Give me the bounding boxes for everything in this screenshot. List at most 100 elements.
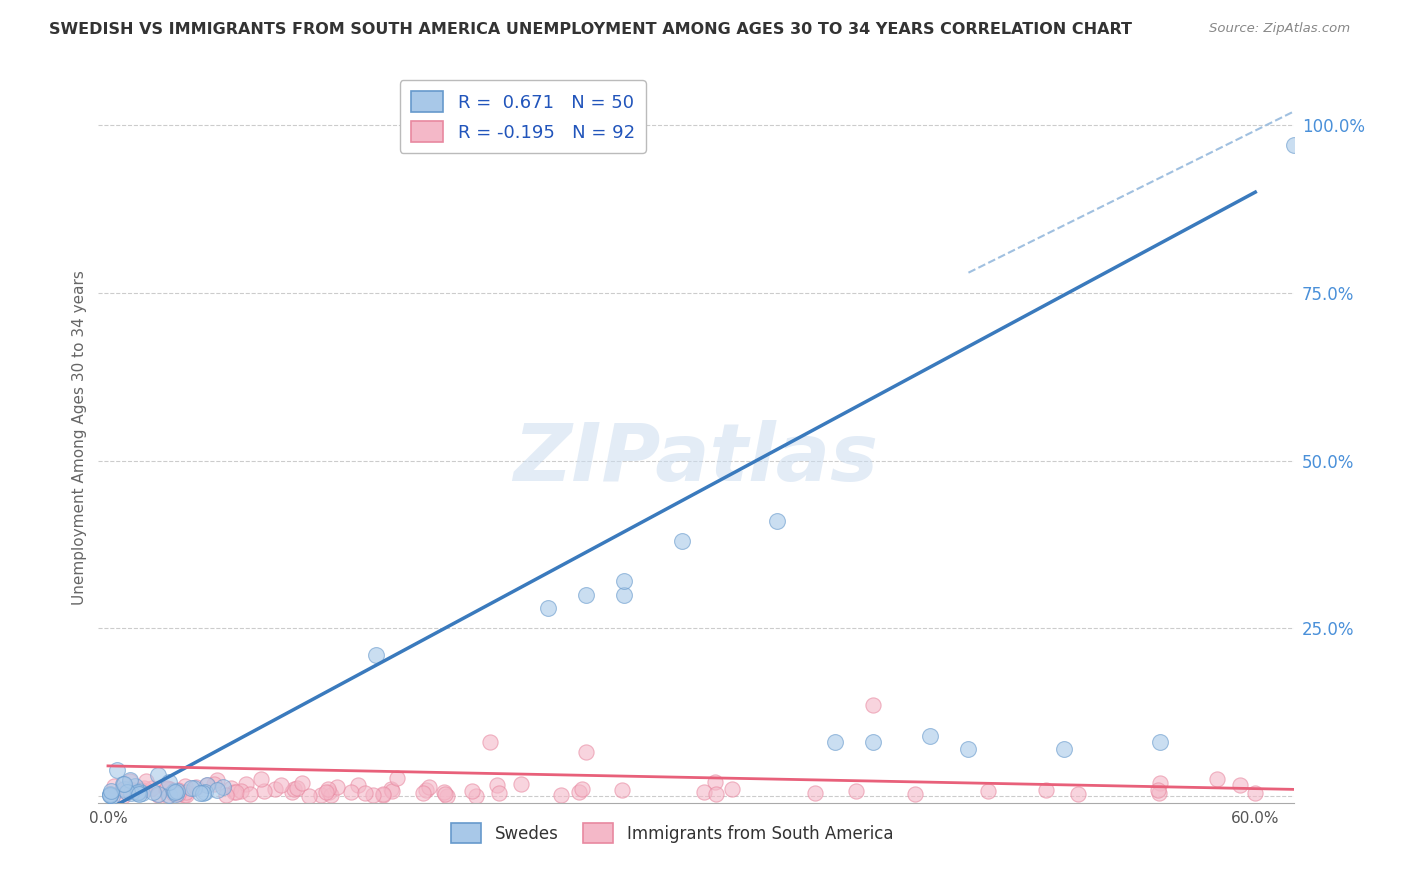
Y-axis label: Unemployment Among Ages 30 to 34 years: Unemployment Among Ages 30 to 34 years — [72, 269, 87, 605]
Point — [1147, 786, 1170, 800]
Point — [1229, 778, 1251, 792]
Point — [212, 780, 235, 795]
Point — [120, 786, 142, 800]
Point — [195, 778, 218, 792]
Point — [148, 789, 170, 803]
Point — [105, 763, 128, 777]
Text: Source: ZipAtlas.com: Source: ZipAtlas.com — [1209, 22, 1350, 36]
Point — [862, 698, 884, 713]
Point — [385, 771, 408, 785]
Point — [219, 780, 242, 795]
Point — [486, 778, 509, 792]
Point — [1147, 783, 1170, 797]
Point — [174, 788, 197, 802]
Point — [920, 729, 942, 743]
Point — [1149, 775, 1171, 789]
Point — [804, 786, 827, 800]
Point — [252, 784, 274, 798]
Text: SWEDISH VS IMMIGRANTS FROM SOUTH AMERICA UNEMPLOYMENT AMONG AGES 30 TO 34 YEARS : SWEDISH VS IMMIGRANTS FROM SOUTH AMERICA… — [49, 22, 1132, 37]
Point — [371, 787, 394, 801]
Point — [433, 787, 456, 801]
Point — [575, 746, 598, 760]
Point — [766, 514, 789, 528]
Point — [157, 789, 180, 803]
Point — [222, 785, 245, 799]
Point — [720, 782, 742, 797]
Point — [167, 782, 190, 797]
Point — [193, 786, 215, 800]
Point — [112, 777, 135, 791]
Point — [824, 735, 846, 749]
Point — [146, 768, 169, 782]
Point — [291, 776, 314, 790]
Point — [845, 784, 868, 798]
Point — [239, 787, 262, 801]
Point — [904, 788, 927, 802]
Point — [364, 648, 387, 662]
Point — [509, 776, 531, 790]
Point — [326, 780, 349, 795]
Point — [1149, 735, 1171, 749]
Point — [263, 781, 285, 796]
Point — [112, 782, 135, 797]
Point — [111, 783, 134, 797]
Point — [112, 777, 135, 791]
Point — [568, 785, 591, 799]
Point — [162, 784, 184, 798]
Point — [571, 781, 593, 796]
Point — [100, 784, 122, 798]
Point — [957, 742, 980, 756]
Point — [124, 779, 146, 793]
Point — [98, 787, 121, 801]
Point — [146, 788, 169, 802]
Point — [321, 788, 343, 802]
Point — [112, 789, 135, 803]
Point — [100, 789, 122, 803]
Point — [157, 775, 180, 789]
Point — [610, 783, 633, 797]
Point — [479, 735, 502, 749]
Point — [225, 785, 247, 799]
Point — [194, 785, 217, 799]
Point — [371, 788, 394, 802]
Point — [347, 778, 370, 792]
Point — [412, 787, 434, 801]
Point — [235, 776, 257, 790]
Point — [613, 588, 636, 602]
Point — [250, 772, 273, 786]
Point — [156, 781, 179, 796]
Point — [380, 783, 402, 797]
Point — [159, 782, 181, 797]
Point — [703, 775, 725, 789]
Point — [1035, 783, 1057, 797]
Point — [537, 601, 560, 615]
Point — [134, 781, 156, 796]
Point — [309, 788, 332, 802]
Point — [704, 787, 727, 801]
Point — [205, 773, 228, 788]
Point — [129, 783, 152, 797]
Point — [205, 783, 228, 797]
Point — [162, 786, 184, 800]
Point — [436, 789, 458, 803]
Point — [186, 780, 208, 795]
Point — [354, 786, 377, 800]
Point — [127, 786, 149, 800]
Point — [142, 785, 165, 799]
Point — [1067, 788, 1090, 802]
Point — [280, 785, 302, 799]
Point — [134, 782, 156, 797]
Point — [613, 574, 636, 589]
Point — [1282, 138, 1305, 153]
Point — [173, 788, 195, 802]
Point — [195, 778, 218, 792]
Point — [122, 783, 145, 797]
Point — [415, 783, 437, 797]
Point — [977, 784, 1000, 798]
Point — [433, 784, 456, 798]
Point — [488, 786, 510, 800]
Point — [176, 785, 198, 799]
Point — [166, 784, 188, 798]
Point — [418, 780, 440, 795]
Point — [135, 774, 157, 789]
